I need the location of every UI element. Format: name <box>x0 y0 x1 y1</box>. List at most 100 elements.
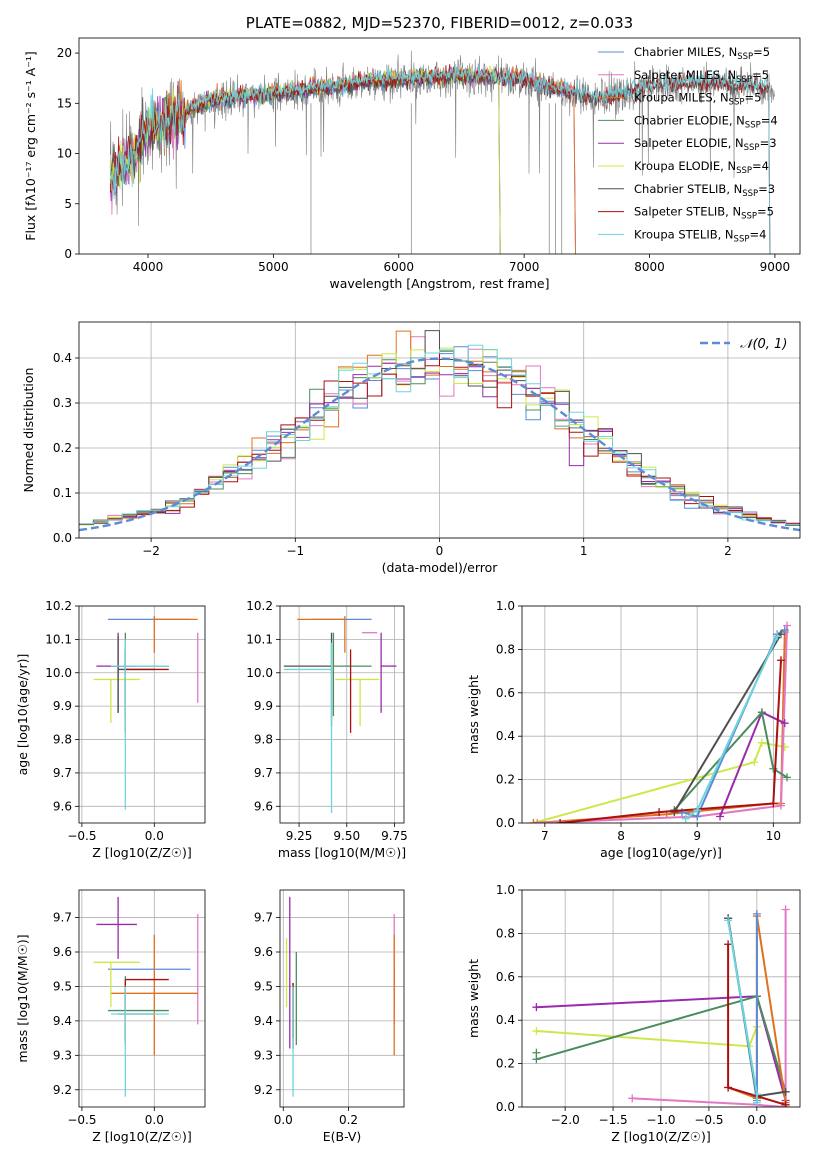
axes-frame <box>78 605 206 824</box>
y-tick-label: 0 <box>64 247 72 261</box>
y-tick-label: 0.2 <box>53 441 72 455</box>
weight-marker <box>532 1027 541 1036</box>
y-tick-label: 0.0 <box>496 816 515 830</box>
plot-area-mass_vs_ebv <box>285 896 395 1097</box>
x-tick-label: −2.0 <box>551 1113 580 1127</box>
errorbar-point-chabrier-elodie <box>332 632 372 717</box>
weight-marker <box>776 656 785 665</box>
x-tick-label: −2 <box>142 544 160 558</box>
x-tick-label: 0.0 <box>145 1113 164 1127</box>
x-tick-label: 9.25 <box>286 829 313 843</box>
errorbar-point-salpeter-elodie <box>380 632 397 713</box>
y-tick-label: 9.6 <box>53 945 72 959</box>
weight-marker <box>783 773 792 782</box>
errorbar-point-chabrier-elodie <box>110 632 169 717</box>
y-tick-label: 9.7 <box>254 911 273 925</box>
y-tick-label: 10.1 <box>45 632 72 646</box>
y-tick-label: 10.2 <box>246 599 273 613</box>
errorbar-point-kroupa-stelib <box>110 986 169 1097</box>
y-tick-label: 20 <box>57 46 72 60</box>
errorbar-point-kroupa-elodie <box>335 678 380 727</box>
y-axis-label: Normed distribution <box>21 368 36 493</box>
weight-marker <box>757 738 766 747</box>
axes-age_vs_Z: −0.5 0.0 9.6 9.7 9.8 9.9 10.0 10.1 10.2 Z [log10(… <box>15 599 206 860</box>
x-tick-label: 0.0 <box>145 829 164 843</box>
axes-frame <box>521 605 801 824</box>
weight-marker <box>780 719 789 728</box>
x-tick-label: 8 <box>617 829 625 843</box>
chart-title: PLATE=0882, MJD=52370, FIBERID=0012, z=0… <box>246 14 633 32</box>
y-tick-label: 9.7 <box>53 911 72 925</box>
y-tick-label: 9.8 <box>53 733 72 747</box>
y-axis-label: mass weight <box>466 959 481 1038</box>
legend-entry-label: 𝒩(0, 1) <box>740 337 787 352</box>
x-tick-label: 0.0 <box>747 1113 766 1127</box>
legend-entry-label: Kroupa MILES, NSSP=5 <box>634 91 761 108</box>
weight-line <box>673 633 782 813</box>
weight-marker <box>781 1100 790 1107</box>
weight-marker <box>752 1089 761 1098</box>
weight-marker <box>776 801 785 810</box>
y-tick-label: 9.4 <box>53 1014 72 1028</box>
weight-line <box>632 909 787 1107</box>
weight-marker <box>780 625 789 634</box>
y-tick-label: 15 <box>57 96 72 110</box>
y-tick-label: 9.7 <box>53 766 72 780</box>
errorbar-point-chabrier-stelib <box>283 632 333 727</box>
axes-frame <box>279 605 405 824</box>
legend-entry-label: Salpeter STELIB, NSSP=5 <box>634 205 774 222</box>
axes-mass_vs_ebv: 0.0 0.2 9.2 9.3 9.4 9.5 9.6 9.7 E(B-V) <box>254 889 405 1144</box>
x-tick-label: 0 <box>436 544 444 558</box>
errorbar-point-kroupa-miles <box>110 934 198 1056</box>
y-tick-label: 0.2 <box>496 773 515 787</box>
y-tick-label: 0.3 <box>53 396 72 410</box>
weight-marker <box>781 905 790 914</box>
axes-weight_vs_age: 7 8 9 10 0.0 0.2 0.4 0.6 0.8 1.0 age [log10(age/yr… <box>466 599 801 860</box>
axes-mass_vs_Z: −0.5 0.0 9.2 9.3 9.4 9.5 9.6 9.7 Z [log10(Z/Z☉)]… <box>15 889 206 1144</box>
errorbar-point-kroupa-miles <box>153 616 198 653</box>
y-tick-label: 9.6 <box>254 799 273 813</box>
y-tick-label: 1.0 <box>496 883 515 897</box>
axes-age_vs_mass: 9.25 9.50 9.75 9.6 9.7 9.8 9.9 10.0 10.1 10.2 mass… <box>246 599 408 860</box>
weight-marker <box>655 808 664 817</box>
x-axis-label: (data-model)/error <box>382 560 499 575</box>
y-tick-label: 0.4 <box>496 1013 515 1027</box>
x-tick-label: 4000 <box>133 260 164 274</box>
errorbar-point-salpeter-stelib <box>124 649 169 733</box>
axes-frame <box>279 889 405 1108</box>
weight-series-kroupa-elodie <box>532 1022 761 1103</box>
x-tick-label: 8000 <box>634 260 665 274</box>
plot-area-spectrum <box>109 50 775 254</box>
weight-marker <box>716 812 725 821</box>
y-tick-label: 9.9 <box>53 699 72 713</box>
y-tick-label: 9.5 <box>53 979 72 993</box>
model-spectrum-kroupa-stelib <box>109 63 771 254</box>
x-tick-label: 9000 <box>760 260 791 274</box>
legend-entry-label: Chabrier ELODIE, NSSP=4 <box>634 113 778 130</box>
weight-line <box>673 710 788 811</box>
x-tick-label: 10 <box>766 829 781 843</box>
weight-series-chabrier-elodie <box>532 1048 541 1057</box>
legend-entry-label: Chabrier STELIB, NSSP=3 <box>634 182 775 199</box>
y-tick-label: 9.4 <box>254 1014 273 1028</box>
x-tick-label: 0.0 <box>274 1113 293 1127</box>
weight-series-kroupa-stelib <box>724 916 761 1107</box>
y-tick-label: 9.2 <box>254 1083 273 1097</box>
y-axis-label: age [log10(age/yr)] <box>15 654 30 776</box>
x-axis-label: Z [log10(Z/Z☉)] <box>92 1129 192 1144</box>
weight-marker <box>724 940 733 949</box>
x-axis-label: age [log10(age/yr)] <box>600 845 722 860</box>
x-tick-label: −0.5 <box>694 1113 723 1127</box>
y-tick-label: 9.2 <box>53 1083 72 1097</box>
weight-marker <box>724 1083 733 1092</box>
errorbar-point-kroupa-stelib <box>283 642 333 813</box>
legend-entry-label: Kroupa ELODIE, NSSP=4 <box>634 159 769 176</box>
y-tick-label: 0.6 <box>496 970 515 984</box>
plot-area-age_vs_Z <box>93 616 199 810</box>
axes-frame <box>78 321 801 539</box>
x-tick-label: −0.5 <box>67 1113 96 1127</box>
x-tick-label: 7 <box>541 829 549 843</box>
weight-marker <box>693 805 702 814</box>
weight-marker <box>532 1048 541 1057</box>
